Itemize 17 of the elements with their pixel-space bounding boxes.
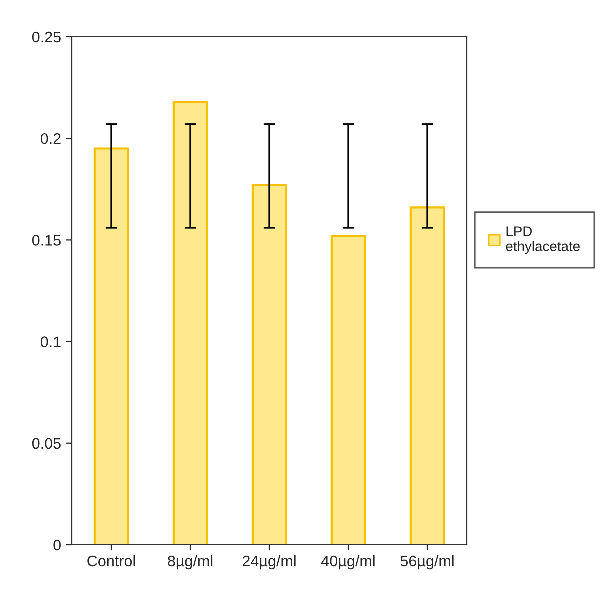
- y-tick-label: 0.15: [32, 235, 61, 246]
- legend-label: LPD ethylacetate: [506, 226, 580, 254]
- bar: [94, 148, 130, 545]
- bar: [252, 184, 288, 545]
- bar: [410, 206, 446, 545]
- x-tick-label: 8µg/ml: [168, 555, 213, 570]
- bar: [172, 100, 208, 545]
- x-tick-label: 24µg/ml: [242, 555, 296, 570]
- y-tick-label: 0.1: [40, 336, 61, 348]
- x-tick-label: 40µg/ml: [322, 555, 375, 570]
- x-tick-label: Control: [88, 555, 136, 567]
- y-tick-label: 0.25: [32, 32, 61, 43]
- x-tick-label: 56µg/ml: [400, 555, 454, 570]
- bar: [330, 235, 366, 545]
- y-tick-label: 0: [54, 540, 61, 551]
- y-tick-label: 0.05: [32, 438, 61, 450]
- y-tick-label: 0.2: [40, 133, 61, 144]
